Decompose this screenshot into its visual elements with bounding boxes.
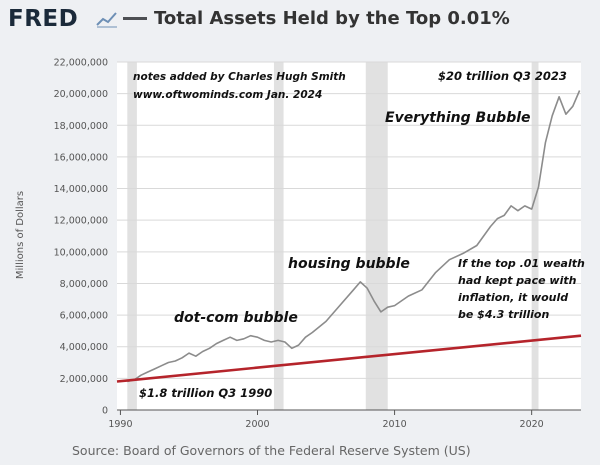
y-tick-label: 18,000,000 <box>54 121 108 132</box>
annotation-line: $20 trillion Q3 2023 <box>438 69 567 83</box>
legend-line-swatch <box>123 17 147 20</box>
annotation-line: $1.8 trillion Q3 1990 <box>139 386 272 400</box>
series-layer <box>116 90 582 383</box>
y-tick-label: 0 <box>102 406 108 417</box>
annotation-6: $1.8 trillion Q3 1990 <box>139 386 272 400</box>
recession-shading <box>127 62 539 410</box>
annotation-2: Everything Bubble <box>385 110 531 126</box>
total-assets-series-line <box>127 90 581 383</box>
annotation-3: housing bubble <box>288 256 410 272</box>
chart-title: Total Assets Held by the Top 0.01% <box>154 8 510 29</box>
y-tick-label: 10,000,000 <box>54 247 108 258</box>
annotation-line: notes added by Charles Hugh Smith <box>133 71 346 83</box>
y-tick-label: 14,000,000 <box>54 184 108 195</box>
chart-title-wrap: Total Assets Held by the Top 0.01% <box>123 8 510 29</box>
annotation-0: notes added by Charles Hugh Smith www.oft… <box>133 71 346 101</box>
annotation-line: had kept pace with <box>458 274 577 287</box>
y-tick-label: 12,000,000 <box>54 216 108 227</box>
annotation-4: dot-com bubble <box>174 310 298 326</box>
y-tick-label: 16,000,000 <box>54 152 108 163</box>
x-tick-label: 2010 <box>382 419 406 430</box>
y-tick-label: 8,000,000 <box>60 279 108 290</box>
annotation-line: Everything Bubble <box>385 110 531 126</box>
x-axis-ticks: 1990 2000 2010 2020 <box>108 409 581 430</box>
y-tick-label: 2,000,000 <box>60 374 108 385</box>
annotation-line: housing bubble <box>288 256 410 272</box>
annotation-1: $20 trillion Q3 2023 <box>438 69 567 83</box>
annotation-line: If the top .01 wealth <box>458 257 585 270</box>
annotation-line: be $4.3 trillion <box>458 308 549 321</box>
recession-band-3 <box>531 62 539 410</box>
y-axis-label: Millions of Dollars <box>15 191 26 279</box>
x-tick-label: 1990 <box>108 419 132 430</box>
y-tick-label: 22,000,000 <box>54 58 108 69</box>
y-tick-label: 4,000,000 <box>60 342 108 353</box>
recession-band-1 <box>273 62 284 410</box>
y-axis-ticks: 0 2,000,000 4,000,000 6,000,000 8,000,000 10,… <box>54 58 108 417</box>
recession-band-2 <box>365 62 388 410</box>
annotation-line: dot-com bubble <box>174 310 298 326</box>
annotation-5: If the top .01 wealth had kept pace with i… <box>458 257 585 321</box>
recession-band-0 <box>127 62 137 410</box>
fred-logo-chart-icon <box>96 12 117 28</box>
plot-area <box>117 62 581 410</box>
y-tick-label: 6,000,000 <box>60 311 108 322</box>
annotation-line: www.oftwominds.com Jan. 2024 <box>133 89 322 101</box>
y-tick-label: 20,000,000 <box>54 89 108 100</box>
annotation-line: inflation, it would <box>458 291 568 304</box>
x-tick-label: 2000 <box>245 419 269 430</box>
source-note: Source: Board of Governors of the Federa… <box>72 443 471 458</box>
inflation-trend-line <box>116 334 582 383</box>
x-tick-label: 2020 <box>520 419 544 430</box>
annotations: notes added by Charles Hugh Smith www.oft… <box>133 69 585 400</box>
fred-logo[interactable]: FRED <box>8 6 79 32</box>
